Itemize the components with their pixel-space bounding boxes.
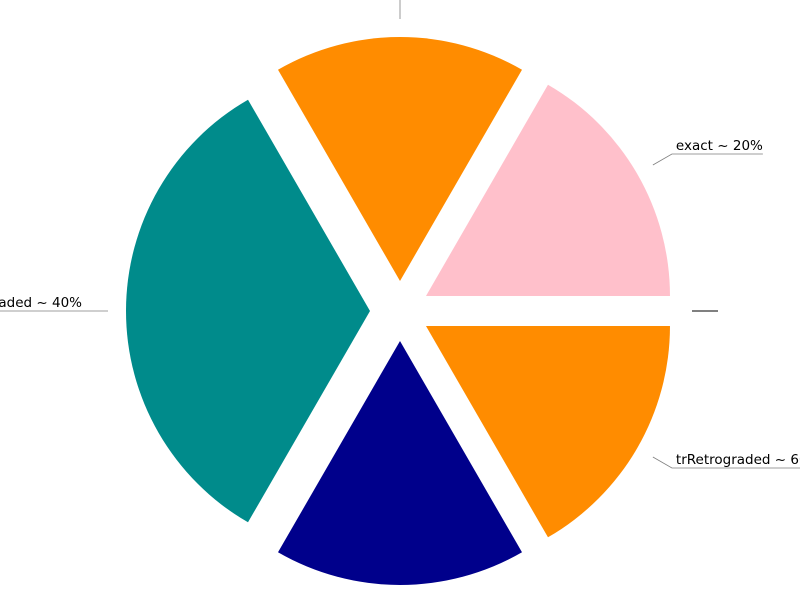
pie-slice-label: exact ~ 20% <box>676 138 763 154</box>
pie-slice <box>278 341 522 585</box>
pie-leader-line <box>399 0 401 19</box>
pie-slices <box>126 36 670 585</box>
pie-slice <box>425 84 670 296</box>
pie-slice-label: Retrograded ~ 40% <box>0 295 82 311</box>
pie-slice <box>126 99 370 523</box>
pie-slice <box>425 326 670 538</box>
pie-leader-line <box>652 153 763 166</box>
pie-leader-line <box>652 456 800 469</box>
pie-slice <box>278 36 522 282</box>
pie-slice-label: trRetrograded ~ 60% <box>676 452 800 468</box>
